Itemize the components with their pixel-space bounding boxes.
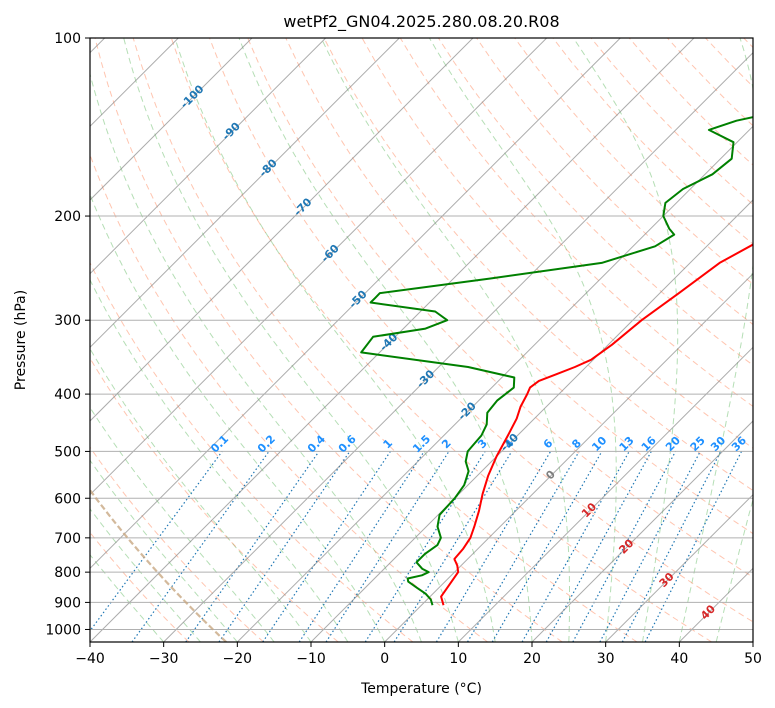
x-tick-label: 0 [380,651,389,667]
y-tick-label: 1000 [45,622,81,638]
x-tick-label: 50 [744,651,762,667]
x-axis-label: Temperature (°C) [360,681,482,697]
y-tick-label: 500 [54,444,81,460]
y-axis-label: Pressure (hPa) [13,290,29,390]
y-tick-label: 200 [54,209,81,225]
x-tick-label: −20 [223,651,253,667]
x-tick-label: −10 [296,651,326,667]
x-tick-label: 40 [670,651,688,667]
y-tick-label: 300 [54,313,81,329]
chart-title: wetPf2_GN04.2025.280.08.20.R08 [283,12,559,32]
x-tick-label: 30 [597,651,615,667]
x-tick-label: 20 [523,651,541,667]
y-tick-label: 400 [54,387,81,403]
x-tick-label: 10 [449,651,467,667]
y-tick-label: 800 [54,565,81,581]
x-tick-label: −40 [75,651,105,667]
y-tick-label: 700 [54,531,81,547]
y-tick-label: 100 [54,31,81,47]
x-tick-label: −30 [149,651,179,667]
y-tick-label: 900 [54,595,81,611]
y-tick-label: 600 [54,491,81,507]
